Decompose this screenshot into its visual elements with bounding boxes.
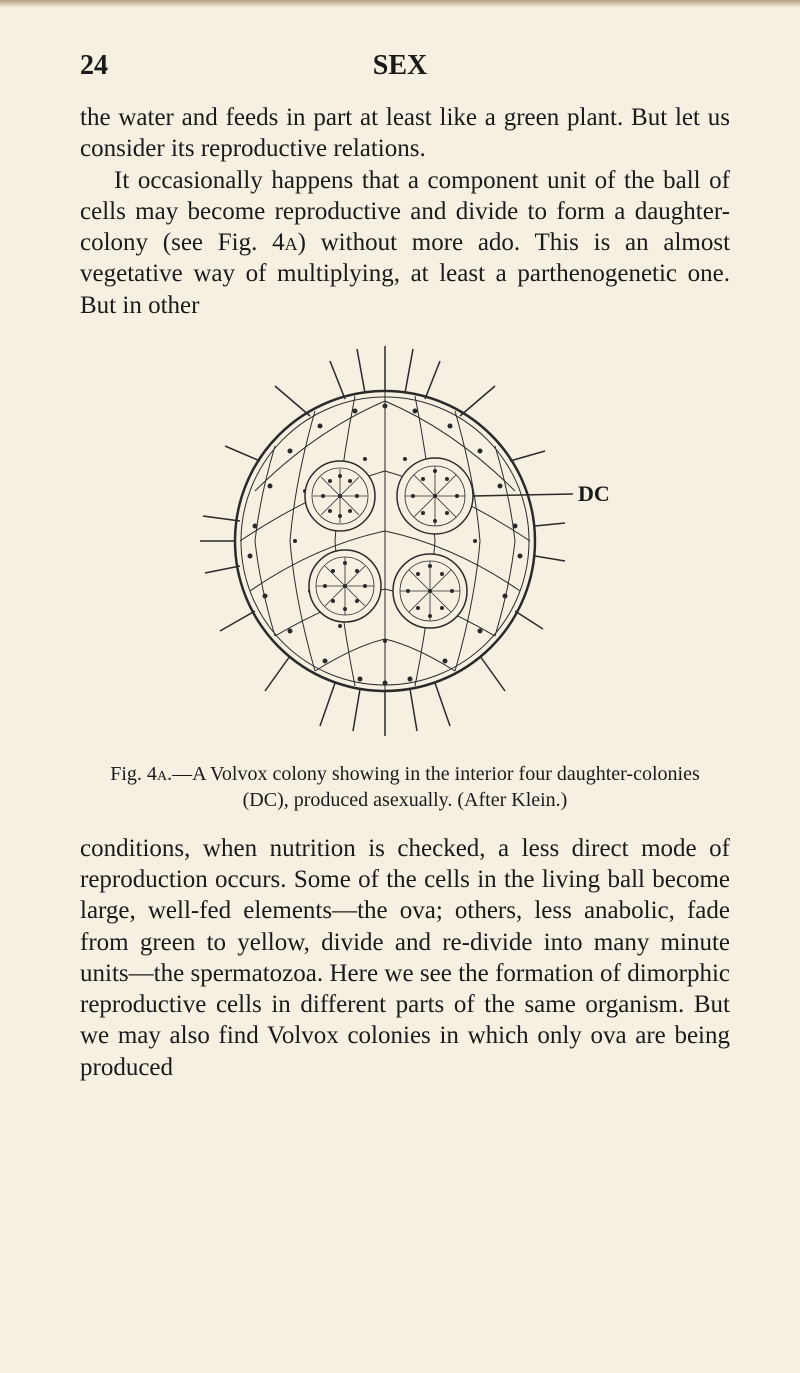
- paragraph-2: It occasionally happens that a component…: [80, 165, 730, 321]
- page-number: 24: [80, 50, 108, 82]
- body-text-block-2: conditions, when nutrition is checked, a…: [80, 833, 730, 1083]
- paragraph-3: conditions, when nutrition is checked, a…: [80, 833, 730, 1083]
- paragraph-1: the water and feeds in part at least lik…: [80, 102, 730, 165]
- body-text-block-1: the water and feeds in part at least lik…: [80, 102, 730, 321]
- figure-volvox: DC: [80, 331, 730, 746]
- dc-label: DC: [578, 481, 610, 506]
- page-header-title: SEX: [373, 50, 427, 82]
- volvox-diagram-svg: DC: [195, 331, 615, 741]
- page-top-edge: [0, 0, 800, 8]
- figure-caption: Fig. 4a.—A Volvox colony showing in the …: [110, 761, 700, 813]
- page-header: 24 SEX: [80, 50, 730, 82]
